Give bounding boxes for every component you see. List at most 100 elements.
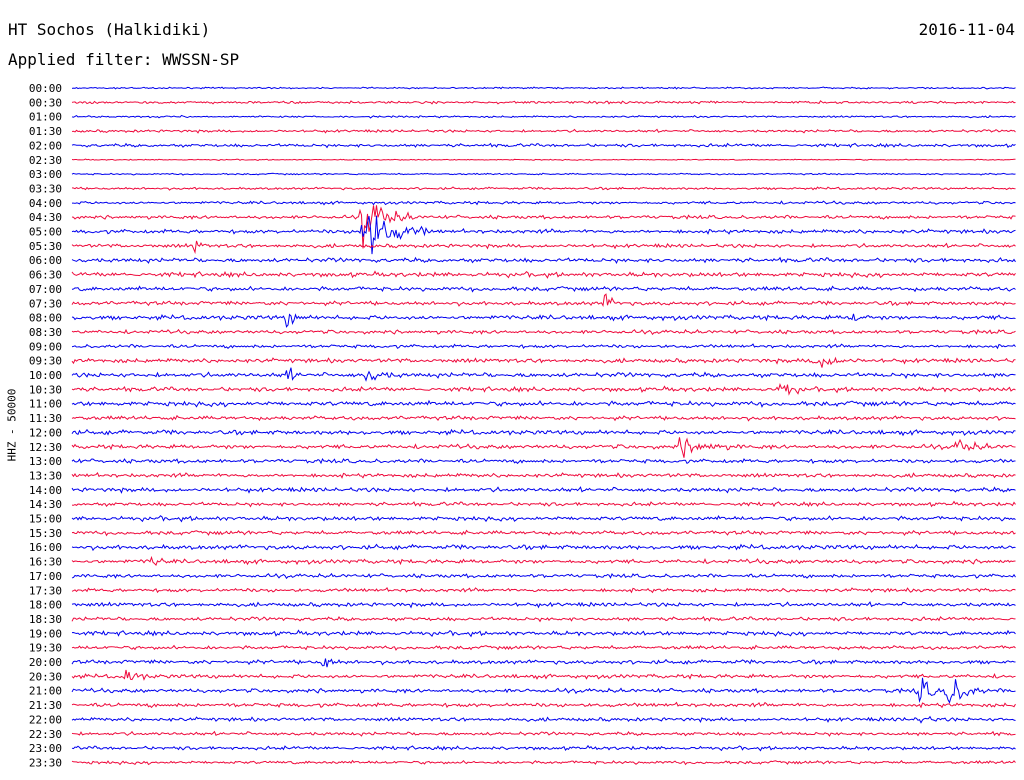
trace-line (71, 658, 1016, 668)
trace-line (71, 100, 1016, 105)
trace-line (71, 514, 1016, 523)
line-time-label: 22:00 (29, 713, 62, 726)
trace-line (71, 629, 1016, 638)
trace-line (71, 86, 1016, 90)
trace-line (71, 356, 1016, 368)
trace-line (71, 644, 1016, 651)
trace-line (71, 142, 1016, 149)
trace-line (71, 529, 1016, 537)
line-time-label: 03:30 (29, 182, 62, 195)
line-time-label: 14:30 (29, 498, 62, 511)
trace-line (71, 270, 1016, 279)
line-time-label: 21:00 (29, 685, 62, 698)
line-time-label: 04:00 (29, 197, 62, 210)
line-time-label: 13:00 (29, 455, 62, 468)
trace-line (71, 587, 1016, 594)
line-time-label: 00:00 (29, 82, 62, 95)
line-time-label: 02:30 (29, 154, 62, 167)
trace-line (71, 205, 1016, 249)
trace-line (71, 200, 1016, 206)
line-time-label: 06:30 (29, 269, 62, 282)
station-title: HT Sochos (Halkidiki) (8, 20, 211, 39)
line-time-label: 08:00 (29, 312, 62, 325)
trace-line (71, 186, 1016, 191)
line-time-label: 16:30 (29, 556, 62, 569)
trace-line (71, 293, 1016, 308)
trace-line (71, 730, 1016, 737)
line-time-label: 20:00 (29, 656, 62, 669)
line-time-label: 10:30 (29, 383, 62, 396)
line-time-label: 09:00 (29, 340, 62, 353)
line-time-label: 02:00 (29, 139, 62, 152)
trace-line (71, 677, 1016, 704)
line-time-label: 15:30 (29, 527, 62, 540)
line-time-label: 11:00 (29, 398, 62, 411)
trace-line (71, 437, 1016, 458)
line-time-label: 06:00 (29, 254, 62, 267)
trace-line (71, 715, 1016, 724)
trace-line (71, 256, 1016, 265)
trace-line (71, 701, 1016, 709)
line-time-label: 04:30 (29, 211, 62, 224)
line-time-label: 19:30 (29, 642, 62, 655)
line-time-label: 19:00 (29, 627, 62, 640)
line-time-label: 13:30 (29, 469, 62, 482)
trace-line (71, 285, 1016, 293)
line-time-label: 18:30 (29, 613, 62, 626)
trace-line (71, 399, 1016, 408)
trace-line (71, 500, 1016, 508)
trace-group (71, 86, 1016, 766)
line-time-label: 10:00 (29, 369, 62, 382)
line-time-label: 18:00 (29, 599, 62, 612)
line-time-label: 22:30 (29, 728, 62, 741)
trace-line (71, 414, 1016, 422)
line-time-label: 08:30 (29, 326, 62, 339)
line-time-label: 20:30 (29, 670, 62, 683)
line-time-label: 23:30 (29, 756, 62, 769)
line-time-label: 01:30 (29, 125, 62, 138)
line-time-label: 05:30 (29, 240, 62, 253)
trace-line (71, 759, 1016, 766)
trace-line (71, 457, 1016, 465)
trace-line (71, 572, 1016, 580)
trace-line (71, 472, 1016, 479)
trace-line (71, 114, 1016, 119)
line-time-label: 03:00 (29, 168, 62, 181)
line-time-label: 17:30 (29, 584, 62, 597)
line-time-label: 01:00 (29, 111, 62, 124)
filter-label: Applied filter: WWSSN-SP (8, 50, 240, 69)
line-time-label: 12:00 (29, 426, 62, 439)
trace-line (71, 615, 1016, 623)
trace-line (71, 428, 1016, 437)
trace-line (71, 543, 1016, 552)
trace-line (71, 555, 1016, 566)
trace-line (71, 669, 1016, 681)
trace-line (71, 486, 1016, 494)
trace-line (71, 172, 1016, 176)
line-time-label: 21:30 (29, 699, 62, 712)
line-time-label: 11:30 (29, 412, 62, 425)
trace-line (71, 313, 1016, 328)
trace-line (71, 328, 1016, 336)
trace-line (71, 158, 1016, 162)
line-time-label: 17:00 (29, 570, 62, 583)
trace-line (71, 367, 1016, 382)
trace-line (71, 343, 1016, 350)
date-label: 2016-11-04 (918, 20, 1015, 39)
line-time-label: 23:00 (29, 742, 62, 755)
trace-line (71, 744, 1016, 752)
line-time-label: 14:00 (29, 484, 62, 497)
trace-line (71, 215, 1016, 255)
line-time-label: 09:30 (29, 355, 62, 368)
trace-line (71, 240, 1016, 255)
trace-line (71, 383, 1016, 396)
line-time-label: 05:00 (29, 226, 62, 239)
line-time-label: 16:00 (29, 541, 62, 554)
trace-line (71, 128, 1016, 134)
line-time-label: 00:30 (29, 96, 62, 109)
line-time-label: 12:30 (29, 441, 62, 454)
line-time-label: 15:00 (29, 513, 62, 526)
line-time-label: 07:00 (29, 283, 62, 296)
